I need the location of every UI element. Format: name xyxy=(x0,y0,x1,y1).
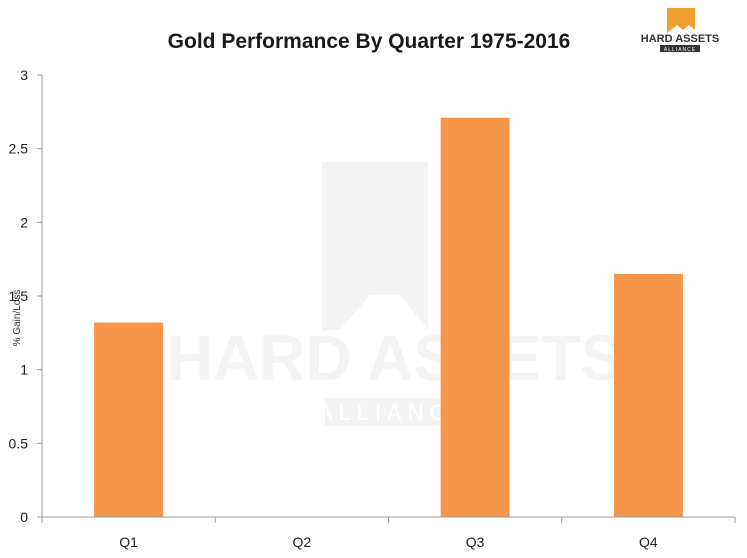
watermark-text: HARD ASSETS xyxy=(167,322,623,394)
hard-assets-alliance-logo: HARD ASSETS ALLIANCE xyxy=(641,8,719,53)
bar-q3 xyxy=(440,117,510,517)
bar-q4 xyxy=(613,273,683,517)
bars-group xyxy=(94,117,683,517)
y-tick-label: 1 xyxy=(20,362,28,378)
y-tick-label: 0.5 xyxy=(9,435,29,451)
y-tick-label: 3 xyxy=(20,67,28,83)
y-tick-label: 2.5 xyxy=(9,141,29,157)
logo-band xyxy=(660,45,700,52)
x-axis: Q1 Q2 Q3 Q4 xyxy=(41,516,736,550)
chart-title: Gold Performance By Quarter 1975-2016 xyxy=(168,30,571,53)
x-tick-label: Q2 xyxy=(293,534,312,550)
watermark: HARD ASSETS ALLIANCE xyxy=(167,162,623,426)
logo-mountain-icon xyxy=(667,8,695,33)
x-tick-label: Q3 xyxy=(466,534,485,550)
y-tick-label: 0 xyxy=(20,509,28,525)
bar-q1 xyxy=(94,322,164,517)
logo-text: HARD ASSETS xyxy=(641,33,719,45)
y-tick-label: 1.5 xyxy=(9,288,29,304)
x-tick-label: Q4 xyxy=(639,534,658,550)
watermark-logo-shape xyxy=(322,162,428,330)
y-axis-label: % Gain/Loss xyxy=(12,290,23,347)
logo-subtext: ALLIANCE xyxy=(664,47,696,53)
x-tick-label: Q1 xyxy=(119,534,138,550)
y-tick-label: 2 xyxy=(20,214,28,230)
y-axis: 0 0.5 1 1.5 2 2.5 3 xyxy=(9,67,43,525)
